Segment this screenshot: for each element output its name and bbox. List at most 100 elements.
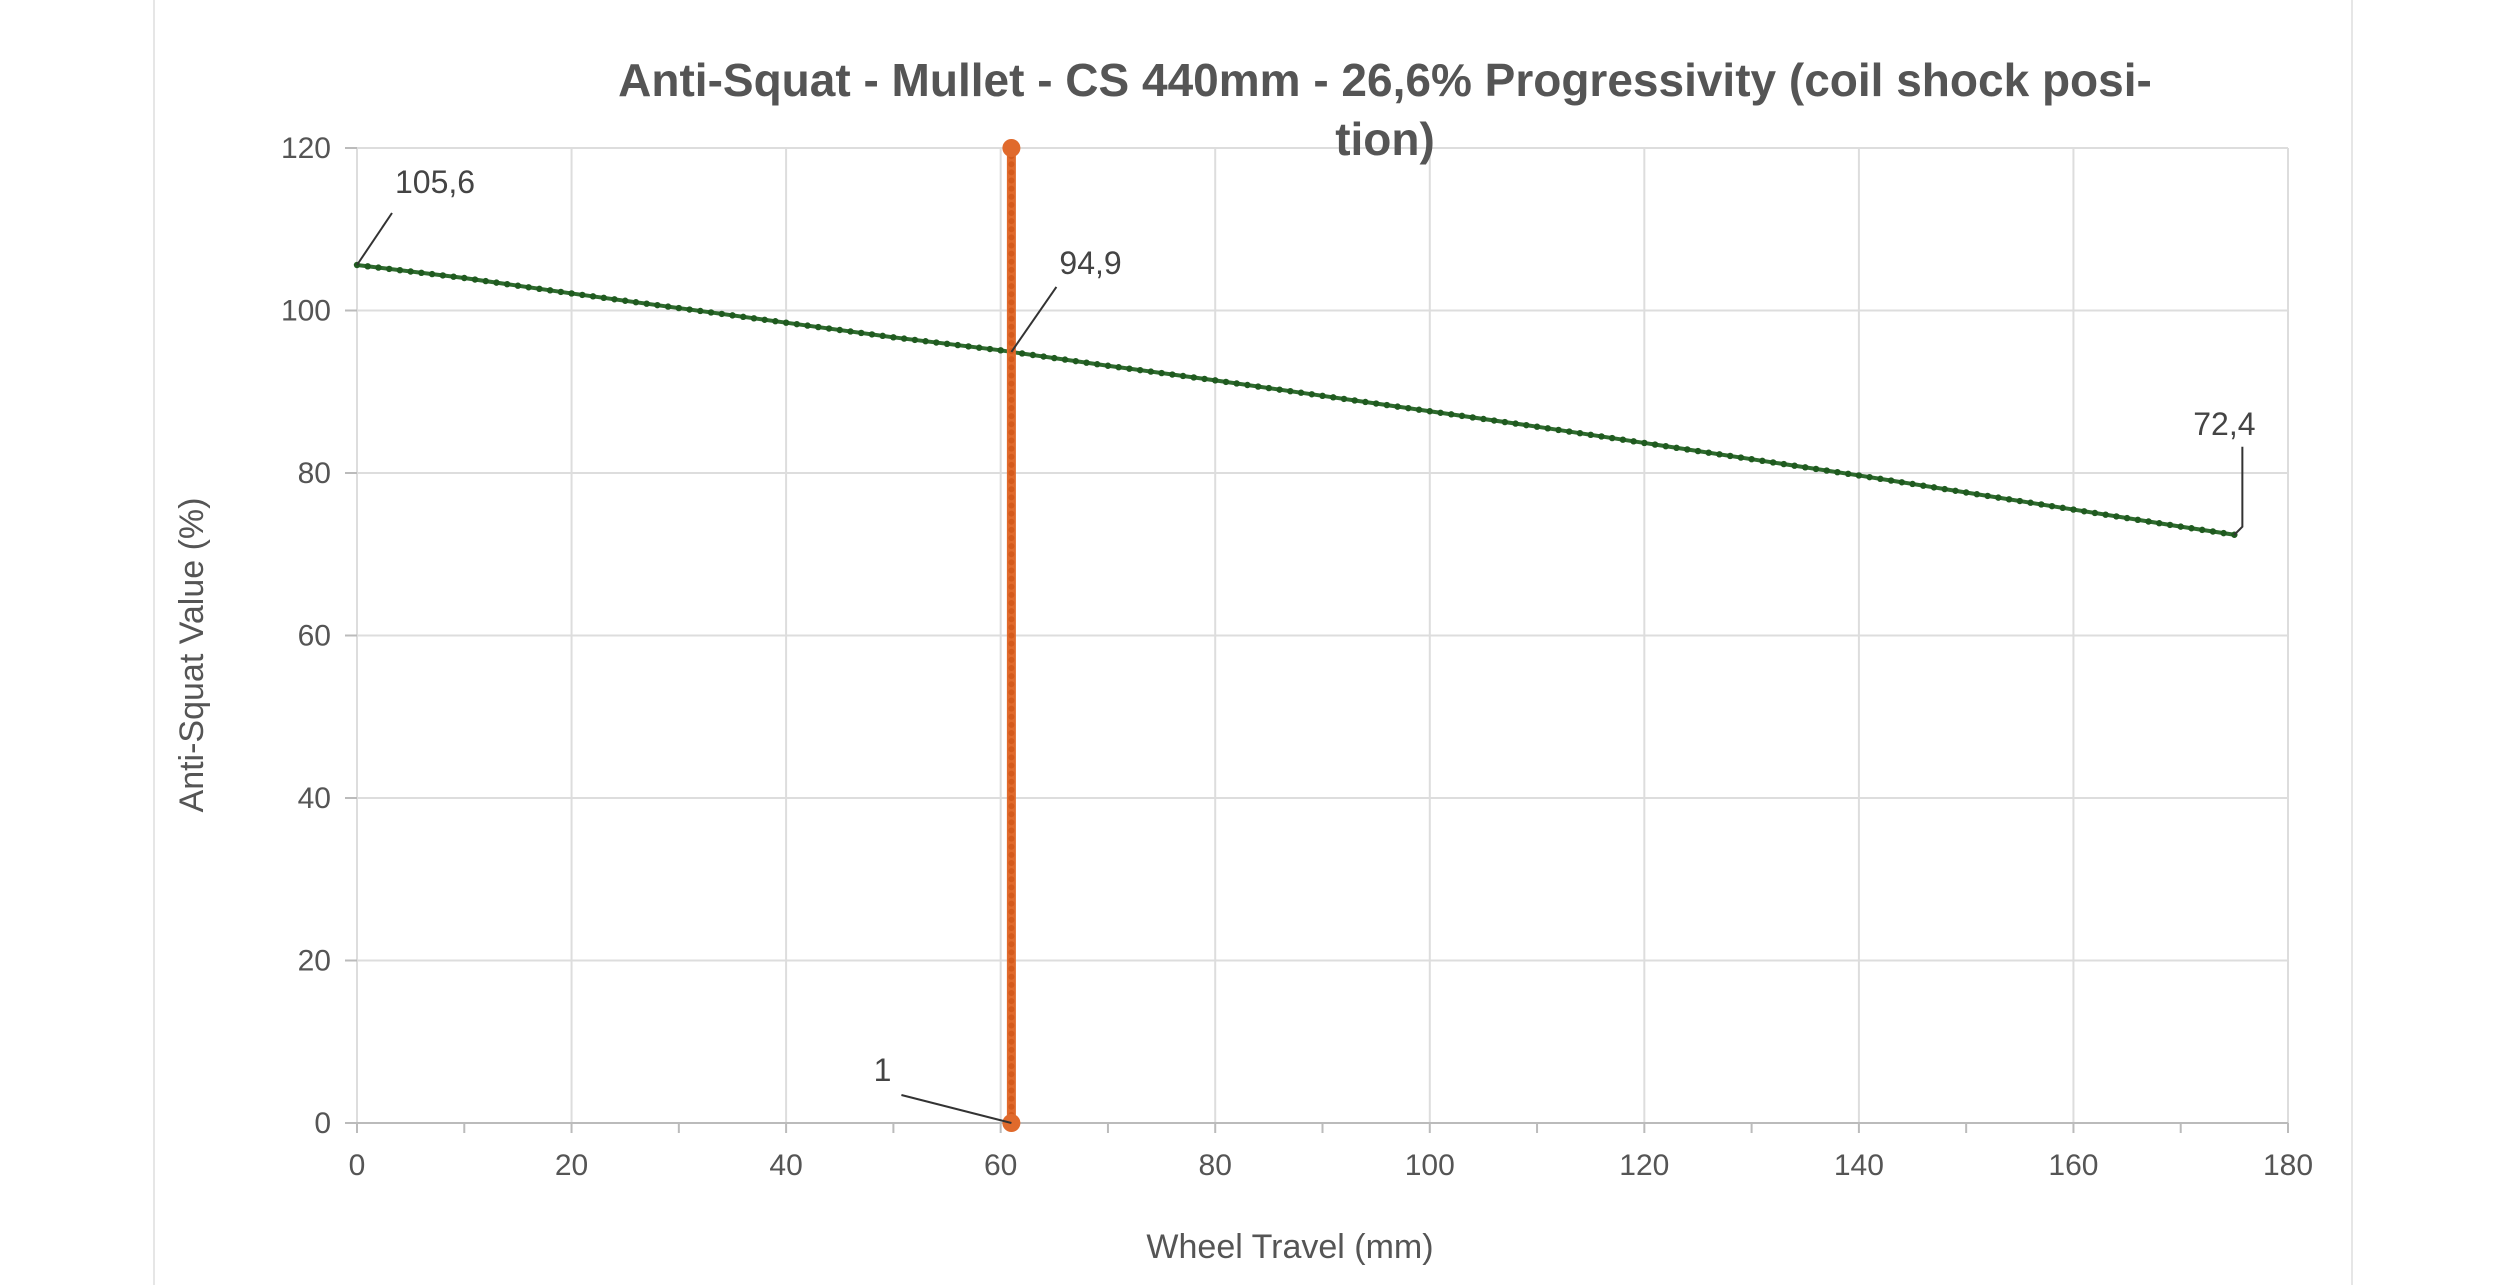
anti-squat-point: [2080, 508, 2088, 515]
sag-point: [1008, 665, 1015, 671]
anti-squat-point: [686, 306, 693, 313]
anti-squat-point: [1426, 408, 1433, 415]
anti-squat-point: [1351, 397, 1358, 404]
anti-squat-point: [1887, 477, 1895, 484]
sag-point: [1008, 388, 1015, 395]
anti-squat-point: [375, 264, 382, 271]
data-label-leader: [1010, 286, 1058, 353]
sag-point: [1008, 925, 1015, 931]
anti-squat-point: [1340, 395, 1348, 403]
anti-squat-point: [1769, 459, 1777, 466]
anti-squat-point: [2145, 518, 2152, 525]
sag-point: [1008, 1038, 1015, 1045]
sag-point: [1008, 884, 1015, 891]
anti-squat-point: [1319, 392, 1326, 400]
anti-squat-point: [1415, 406, 1423, 413]
anti-squat-point: [707, 309, 715, 316]
anti-squat-point: [1212, 377, 1219, 384]
anti-squat-point: [1673, 444, 1680, 452]
data-label: 1: [874, 1052, 892, 1088]
y-tick-label: 60: [298, 620, 331, 653]
sag-point: [1008, 193, 1015, 200]
anti-squat-point: [750, 315, 758, 322]
anti-squat-point: [890, 334, 897, 341]
anti-squat-line: [356, 263, 2235, 537]
sag-point: [1008, 470, 1015, 476]
sag-point: [1008, 161, 1015, 168]
anti-squat-point: [1812, 465, 1820, 473]
sag-point: [1008, 1022, 1015, 1029]
sag-point: [1008, 648, 1015, 655]
anti-squat-point: [1566, 428, 1573, 435]
anti-squat-point: [385, 265, 393, 273]
anti-squat-point: [2134, 516, 2142, 523]
data-label: 72,4: [2193, 406, 2255, 442]
sag-point: [1008, 640, 1015, 647]
sag-point: [1008, 1006, 1015, 1013]
sag-point: [1008, 1030, 1015, 1037]
y-tick-label: 40: [298, 782, 331, 815]
x-tick-label: 0: [349, 1149, 366, 1182]
anti-squat-point: [782, 319, 790, 326]
chart-frame: [153, 0, 2353, 1285]
sag-point: [1008, 380, 1015, 387]
sag-point: [1008, 372, 1015, 379]
sag-point: [1008, 860, 1015, 866]
anti-squat-point: [1716, 451, 1723, 458]
sag-point: [1008, 307, 1015, 314]
y-tick-label: 80: [298, 457, 331, 490]
anti-squat-point: [1201, 375, 1208, 383]
anti-squat-point: [2166, 521, 2174, 529]
anti-squat-point: [1437, 409, 1444, 416]
sag-point: [1008, 608, 1015, 615]
sag-point: [1008, 429, 1015, 436]
sag-point: [1008, 591, 1015, 598]
anti-squat-point: [407, 268, 414, 275]
anti-squat-point: [858, 329, 865, 337]
anti-squat-point: [1759, 457, 1766, 465]
sag-point: [1008, 1087, 1015, 1094]
anti-squat-point: [1448, 411, 1455, 418]
sag-point: [1008, 778, 1015, 785]
anti-squat-point: [1941, 485, 1948, 493]
anti-squat-point: [450, 273, 457, 280]
sag-point: [1008, 705, 1015, 712]
anti-squat-point: [1619, 436, 1627, 443]
anti-squat-point: [1394, 403, 1401, 410]
y-tick-label: 100: [281, 295, 331, 328]
chart-title-line-2: tion): [1335, 113, 1435, 165]
anti-squat-point: [740, 313, 747, 321]
anti-squat-point: [632, 299, 640, 306]
anti-squat-point: [1630, 438, 1637, 445]
sag-point: [1008, 234, 1015, 241]
anti-squat-point: [611, 296, 618, 303]
sag-point: [1008, 1046, 1015, 1053]
axes: [345, 147, 2289, 1133]
anti-squat-point: [1490, 417, 1498, 424]
sag-point: [1008, 949, 1015, 956]
data-label-leader: [356, 212, 393, 266]
data-label-leader: [901, 1094, 1012, 1124]
anti-squat-point: [1147, 368, 1155, 375]
anti-squat-point: [1737, 454, 1745, 461]
anti-squat-point: [1190, 374, 1197, 381]
anti-squat-point: [1780, 460, 1787, 468]
sag-point: [1008, 1063, 1015, 1070]
anti-squat-point: [1480, 415, 1487, 423]
anti-squat-point: [1469, 414, 1476, 421]
anti-squat-point: [1362, 398, 1369, 406]
sag-point: [1008, 762, 1015, 769]
anti-squat-point: [1995, 494, 2002, 501]
anti-squat-point: [364, 263, 371, 270]
anti-squat-point: [1791, 462, 1798, 469]
sag-point: [1008, 656, 1015, 663]
anti-squat-point: [1962, 489, 1970, 496]
anti-squat-point: [836, 326, 843, 334]
anti-squat-point: [943, 340, 951, 348]
anti-squat-point: [2220, 529, 2227, 537]
sag-point: [1008, 908, 1015, 915]
anti-squat-point: [1952, 487, 1959, 494]
sag-point: [1008, 543, 1015, 550]
sag-point: [1008, 835, 1015, 842]
